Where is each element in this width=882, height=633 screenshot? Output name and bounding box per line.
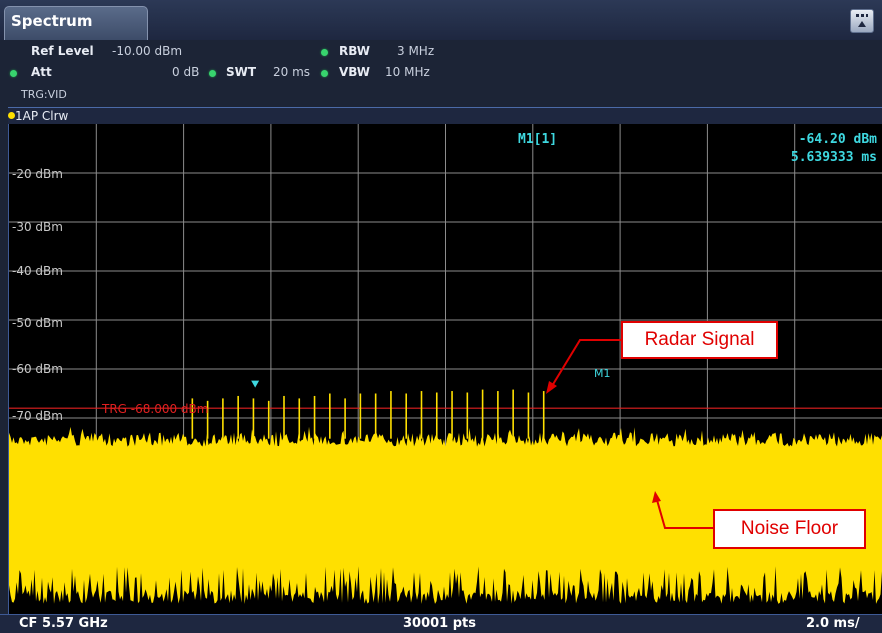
noise-floor-trace bbox=[9, 426, 882, 614]
vbw-label: VBW bbox=[339, 65, 371, 79]
tab-spectrum-label: Spectrum bbox=[11, 12, 93, 30]
triangle-up-icon bbox=[858, 21, 866, 27]
settings-panel: Ref Level -10.00 dBm RBW 3 MHz Att 0 dB … bbox=[0, 40, 882, 107]
marker-readout-value: -64.20 dBm bbox=[798, 132, 877, 147]
trigger-mode: TRG:VID bbox=[21, 88, 67, 101]
marker-readout-name: M1[1] bbox=[518, 132, 558, 147]
trigger-level-label: TRG -68.000 dBm bbox=[102, 402, 209, 416]
sweep-points: 30001 pts bbox=[403, 616, 477, 631]
spectrum-plot[interactable]: -20 dBm -30 dBm -40 dBm -50 dBm -60 dBm … bbox=[8, 124, 882, 614]
y-label-minus50: -50 dBm bbox=[12, 316, 63, 330]
vbw-value: 10 MHz bbox=[385, 65, 430, 79]
y-label-minus30: -30 dBm bbox=[12, 220, 63, 234]
y-label-minus70: -70 dBm bbox=[12, 409, 63, 423]
ref-level-label: Ref Level bbox=[31, 44, 94, 58]
center-frequency: CF 5.57 GHz bbox=[19, 616, 108, 631]
rbw-label: RBW bbox=[339, 44, 370, 58]
swt-label: SWT bbox=[226, 65, 257, 79]
menu-expand-icon[interactable] bbox=[850, 9, 874, 33]
rbw-value: 3 MHz bbox=[397, 44, 435, 58]
trace-header: 1AP Clrw bbox=[8, 107, 882, 124]
trace-label: 1AP Clrw bbox=[15, 109, 69, 123]
status-bar: CF 5.57 GHz 30001 pts 2.0 ms/ bbox=[0, 614, 882, 633]
noise-bottom-dips bbox=[9, 566, 882, 614]
dots-icon bbox=[856, 14, 868, 17]
y-label-minus60: -60 dBm bbox=[12, 362, 63, 376]
marker-readout-time: 5.639333 ms bbox=[790, 150, 877, 165]
tab-spectrum[interactable]: Spectrum bbox=[4, 6, 148, 40]
att-status-led bbox=[10, 70, 17, 77]
y-label-minus20: -20 dBm bbox=[12, 167, 63, 181]
noise-floor-callout: Noise Floor bbox=[713, 509, 866, 549]
time-per-division: 2.0 ms/ bbox=[806, 616, 860, 631]
marker-flag-label: M1 bbox=[594, 367, 611, 380]
title-bar: Spectrum bbox=[0, 0, 882, 40]
plot-canvas bbox=[9, 124, 882, 614]
att-label: Att bbox=[31, 65, 52, 79]
vbw-status-led bbox=[321, 70, 328, 77]
radar-signal-callout: Radar Signal bbox=[621, 321, 778, 359]
swt-value: 20 ms bbox=[273, 65, 311, 79]
y-label-minus40: -40 dBm bbox=[12, 264, 63, 278]
swt-status-led bbox=[209, 70, 216, 77]
att-value: 0 dB bbox=[172, 65, 200, 79]
ref-level-value: -10.00 dBm bbox=[112, 44, 183, 58]
trace-color-dot bbox=[8, 112, 15, 119]
rbw-status-led bbox=[321, 49, 328, 56]
marker-m1-triangle bbox=[251, 380, 260, 388]
